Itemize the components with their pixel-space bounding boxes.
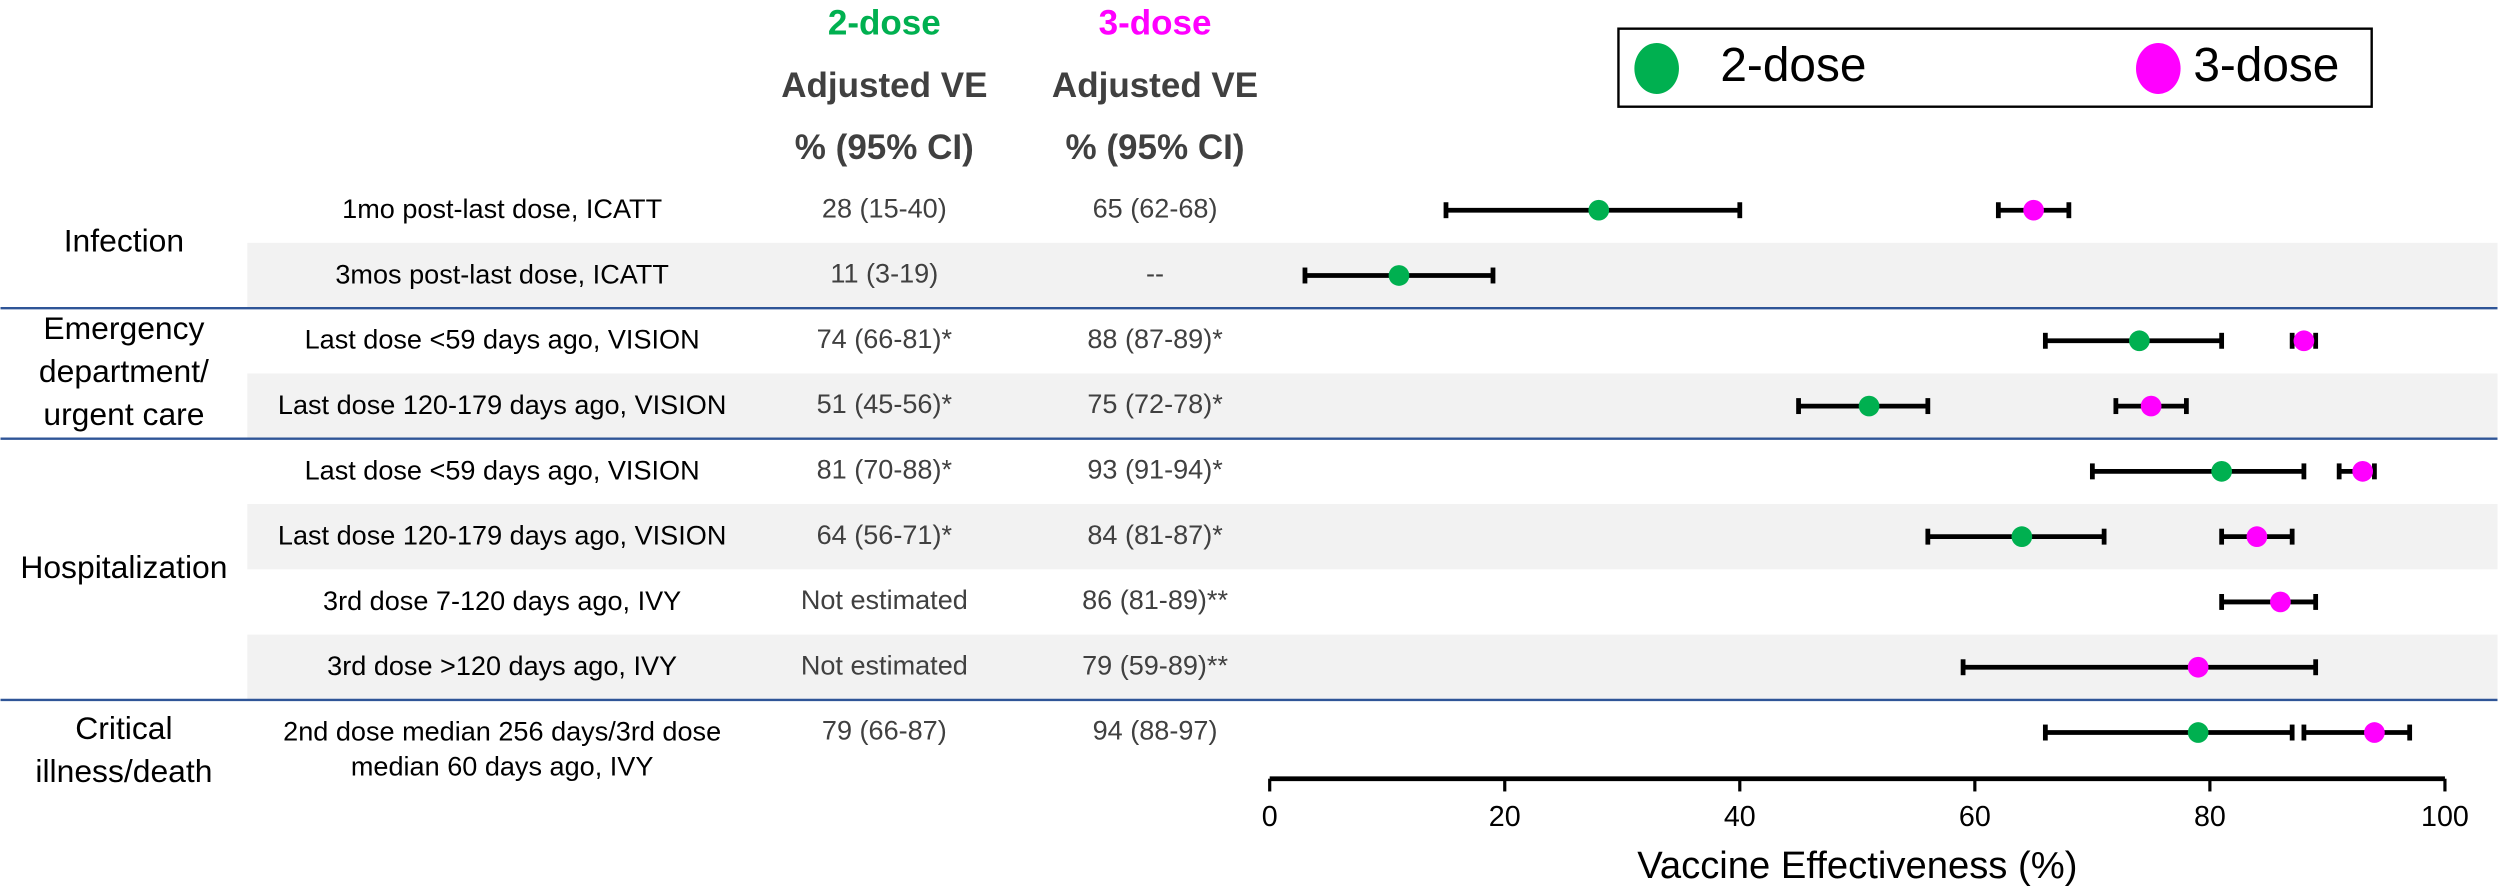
point-estimate bbox=[1588, 199, 1610, 221]
value-label: Not estimated bbox=[801, 584, 968, 615]
legend-label: 3-dose bbox=[2193, 39, 2339, 92]
column-header: Adjusted VE bbox=[781, 66, 987, 105]
point-estimate bbox=[2352, 461, 2374, 482]
row-label-box: 1mo post-last dose, ICATT bbox=[342, 194, 663, 225]
group-label-box: Emergency department/ urgent care bbox=[38, 312, 209, 434]
value-label: 74 (66-81)* bbox=[817, 323, 953, 354]
column-header: % (95% CI) bbox=[795, 128, 974, 167]
row-label-box: Last dose 120-179 days ago, VISION bbox=[277, 520, 727, 551]
value-label: 11 (3-19) bbox=[830, 258, 938, 289]
row-label: 2nd dose median 256 days/3rd dose median… bbox=[283, 716, 722, 782]
point-estimate bbox=[2187, 722, 2209, 743]
value-label: 79 (66-87) bbox=[822, 715, 947, 746]
group-label-box: Infection bbox=[63, 224, 185, 260]
value-label: 28 (15-40) bbox=[822, 192, 947, 223]
point-estimate bbox=[1858, 395, 1880, 417]
value-label: 75 (72-78)* bbox=[1087, 388, 1223, 419]
group-label: Critical illness/death bbox=[35, 712, 213, 791]
legend-label: 2-dose bbox=[1720, 39, 1866, 92]
row-label-box: Last dose 120-179 days ago, VISION bbox=[277, 390, 727, 421]
point-estimate bbox=[2140, 395, 2162, 417]
point-estimate bbox=[2187, 656, 2209, 678]
group-label-box: Hospitalization bbox=[20, 550, 228, 587]
point-estimate bbox=[1388, 265, 1410, 286]
row-label-box: 2nd dose median 256 days/3rd dose median… bbox=[283, 716, 722, 782]
row-shading bbox=[247, 504, 2498, 570]
value-label: 79 (59-89)** bbox=[1082, 649, 1228, 680]
group-label: Infection bbox=[63, 224, 185, 260]
row-label-box: Last dose <59 days ago, VISION bbox=[304, 455, 700, 486]
legend-marker bbox=[1634, 42, 1679, 94]
value-label: 88 (87-89)* bbox=[1087, 323, 1223, 354]
row-label: Last dose 120-179 days ago, VISION bbox=[277, 520, 727, 551]
point-estimate bbox=[2023, 199, 2044, 221]
column-header: Adjusted VE bbox=[1052, 66, 1258, 105]
row-label-box: 3rd dose 7-120 days ago, IVY bbox=[323, 586, 682, 617]
row-label: Last dose <59 days ago, VISION bbox=[304, 324, 700, 356]
legend-box bbox=[1617, 27, 2373, 108]
point-estimate bbox=[2364, 722, 2385, 743]
x-tick-label: 20 bbox=[1489, 801, 1521, 833]
value-label: 86 (81-89)** bbox=[1082, 584, 1228, 615]
value-label: 64 (56-71)* bbox=[817, 519, 953, 550]
value-label: 94 (88-97) bbox=[1093, 715, 1218, 746]
value-label: -- bbox=[1146, 258, 1164, 289]
row-label-box: 3mos post-last dose, ICATT bbox=[335, 259, 669, 290]
value-label: Not estimated bbox=[801, 649, 968, 680]
row-label: 1mo post-last dose, ICATT bbox=[342, 194, 663, 225]
chart-content: 2-dose Adjusted VE % (95% CI) 3-dose Adjuste… bbox=[0, 4, 2498, 887]
group-label: Emergency department/ urgent care bbox=[38, 312, 209, 434]
column-series-name: 3-dose bbox=[1099, 4, 1212, 43]
value-label: 93 (91-94)* bbox=[1087, 454, 1223, 485]
group-label: Hospitalization bbox=[20, 550, 228, 587]
value-label: 65 (62-68) bbox=[1093, 192, 1218, 223]
value-label: 81 (70-88)* bbox=[817, 454, 953, 485]
value-label: 84 (81-87)* bbox=[1087, 519, 1223, 550]
row-label: Last dose <59 days ago, VISION bbox=[304, 455, 700, 486]
row-label-box: 3rd dose >120 days ago, IVY bbox=[327, 651, 678, 682]
value-label: 51 (45-56)* bbox=[817, 388, 953, 419]
x-tick-label: 40 bbox=[1724, 801, 1756, 833]
row-label: 3mos post-last dose, ICATT bbox=[335, 259, 669, 290]
row-label-box: Last dose <59 days ago, VISION bbox=[304, 324, 700, 356]
column-series-name: 2-dose bbox=[828, 4, 941, 43]
x-tick-label: 80 bbox=[2194, 801, 2226, 833]
point-estimate bbox=[2211, 461, 2232, 482]
group-label-box: Critical illness/death bbox=[35, 712, 213, 791]
row-label: Last dose 120-179 days ago, VISION bbox=[277, 390, 727, 421]
x-axis-title: Vaccine Effectiveness (%) bbox=[1637, 844, 2077, 887]
x-tick-label: 60 bbox=[1959, 801, 1991, 833]
point-estimate bbox=[2246, 526, 2268, 548]
x-tick-label: 100 bbox=[2421, 801, 2469, 833]
column-header: % (95% CI) bbox=[1066, 128, 1245, 167]
point-estimate bbox=[2293, 330, 2315, 352]
point-estimate bbox=[2129, 330, 2150, 352]
x-tick-label: 0 bbox=[1262, 801, 1278, 833]
row-label: 3rd dose 7-120 days ago, IVY bbox=[323, 586, 682, 617]
point-estimate bbox=[2270, 591, 2291, 613]
legend-marker bbox=[2136, 42, 2181, 94]
row-label: 3rd dose >120 days ago, IVY bbox=[327, 651, 678, 682]
point-estimate bbox=[2011, 526, 2033, 548]
